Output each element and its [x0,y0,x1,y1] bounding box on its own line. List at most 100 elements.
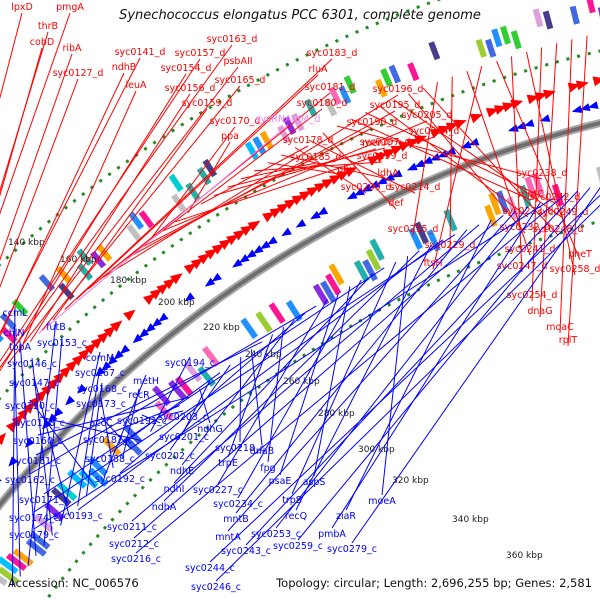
reverse-gene-label: ndhI [164,484,185,495]
gene-block [174,375,194,397]
gene-arrow [151,317,163,328]
gene-block [268,302,286,324]
reverse-gene-leader [295,244,432,511]
tick-label: 260 kbp [283,377,320,387]
reverse-gene-label: syc0161_c [11,456,61,467]
reverse-gene-label: aspS [303,477,326,488]
gene-arrow [485,108,499,118]
forward-gene-label: pmgA [56,2,84,13]
gene-arrow [78,348,91,361]
forward-gene-label: syc0247_d [497,261,548,272]
forward-gene-label: syc0154_d [161,63,212,74]
gene-arrow [211,243,225,255]
reverse-gene-label: comM [86,353,115,364]
reverse-gene-leader [279,292,340,476]
gene-arrow [101,361,112,371]
forward-gene-leader [52,108,208,321]
gene-arrow [262,211,275,223]
reverse-gene-leader [100,416,132,450]
forward-gene-label: lpxD [11,2,33,13]
reverse-gene-label: syc0179_c [9,530,59,541]
forward-gene-label: menA [362,138,390,149]
gene-block [532,8,544,28]
gene-block [197,365,216,387]
gene-block [414,221,429,245]
reverse-gene-leader [33,198,553,530]
gene-block [183,361,203,383]
reverse-gene-leader [141,414,161,424]
gene-block [323,97,338,117]
reverse-gene-leader [19,340,37,556]
forward-gene-label: syc0249_d [538,207,589,218]
forward-gene-leader [18,90,137,353]
gene-block [328,86,342,106]
reverse-gene-leader [35,341,263,456]
backbone-layer [0,119,600,512]
gene-arrow [571,105,583,113]
forward-gene-leader [100,94,399,280]
feature-tracks [0,0,600,586]
forward-gene-leader [0,78,79,288]
gene-block [168,173,184,193]
gene-arrow [184,292,195,302]
gene-arrow [507,124,519,132]
gene-block [585,0,596,14]
gene-arrow [354,187,365,196]
forward-gene-label: syc0141_d [115,47,166,58]
gene-block [388,64,402,84]
gene-block [353,259,370,283]
reverse-gene-leader [60,351,101,526]
forward-gene-leader [0,58,201,363]
reverse-gene-leader [250,349,263,446]
gene-block [126,223,143,242]
forward-gene-label: syc0197_d [360,137,411,148]
gene-block [128,211,145,230]
gene-arrow [276,203,290,214]
reverse-gene-label: syc0227_c [193,485,243,496]
gene-arrow [123,309,136,321]
gene-arrow [453,119,467,130]
forward-gene-leader [449,76,453,252]
gene-block [291,112,305,132]
reverse-gene-leader [121,388,140,459]
reverse-gene-label: pmbA [318,529,346,540]
reverse-gene-label: syc0211_c [107,522,157,533]
reverse-gene-label: chlN [4,328,25,339]
forward-gene-leader [0,53,73,262]
forward-gene-leader [162,120,428,232]
reverse-gene-label: fpg [260,463,275,474]
forward-gene-leader [254,161,383,172]
reverse-gene-leader [33,234,456,513]
gene-block [362,259,378,282]
forward-gene-label: ldhA [377,168,399,179]
reverse-gene-leader [199,388,211,424]
gene-arrow [260,240,271,250]
forward-gene-leader [308,139,416,194]
reverse-gene-label: ziaR [336,511,356,522]
gene-arrow [502,102,516,112]
reverse-gene-label: moeA [368,496,396,507]
gene-arrow [47,413,58,424]
forward-gene-label: syc0183_d [307,48,358,59]
gene-arrow [539,114,551,122]
forward-gene-leader [393,99,564,219]
forward-gene-label: ribA [62,43,82,54]
forward-gene-leader [0,72,125,338]
gene-arrow [267,236,278,245]
reverse-gene-label: syc0216_c [111,554,161,565]
reverse-gene-label: trpS [282,495,302,506]
forward-gene-label: ndhB [112,62,137,73]
gene-arrow [90,337,103,349]
gene-block [90,250,107,269]
reverse-gene-label: syc0146_c [7,359,57,370]
gene-block [244,141,260,160]
gene-block [365,248,382,272]
forward-gene-label: leuA [125,80,147,91]
gene-arrow [510,99,524,110]
gene-arrow [543,89,556,100]
reverse-gene-label: topA [9,342,32,353]
forward-gene-leader [559,39,573,334]
forward-gene-label: syc0159_d [182,98,233,109]
gene-block [491,28,503,48]
gene-block [374,78,388,98]
